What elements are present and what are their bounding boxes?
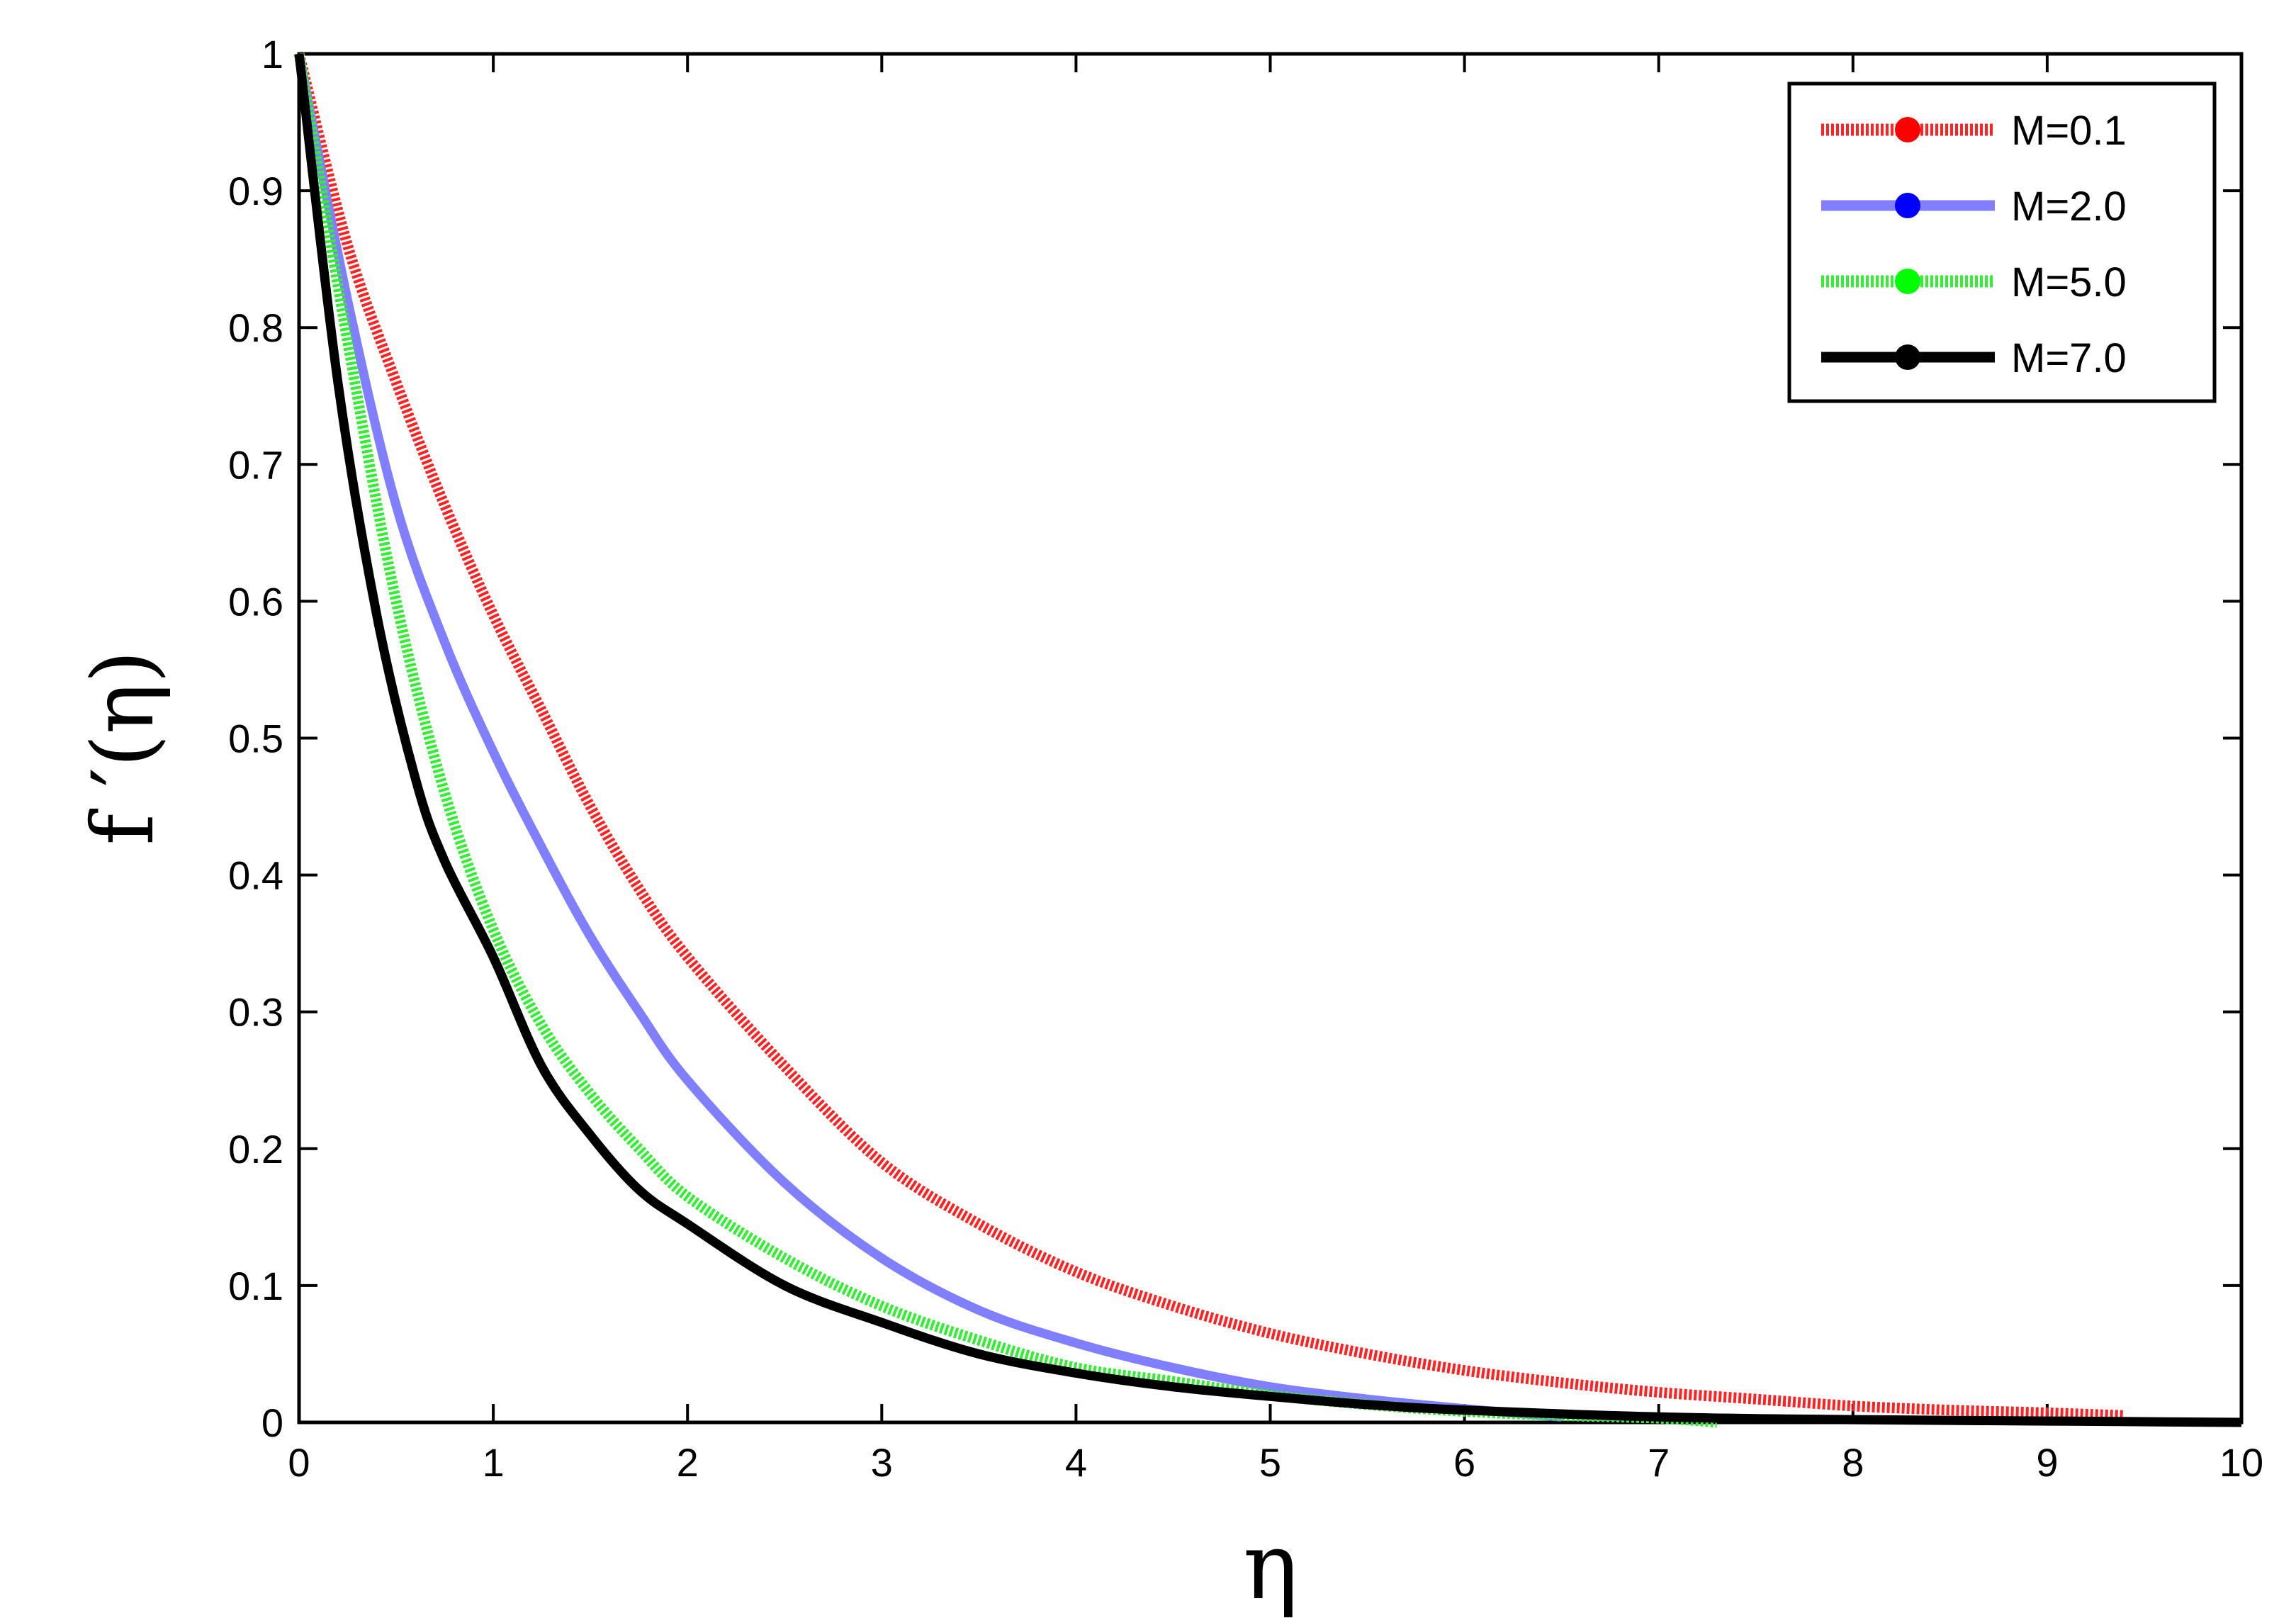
x-tick-label: 9	[2036, 1440, 2058, 1485]
series-line-2	[294, 52, 1563, 1422]
y-tick-label: 0.1	[228, 1264, 283, 1308]
legend-marker-4	[1895, 344, 1920, 370]
y-tick-label: 0.8	[228, 305, 283, 350]
x-tick-label: 0	[288, 1440, 310, 1485]
x-tick-label: 10	[2219, 1440, 2263, 1485]
tick-labels: 0 1 2 3 4 5 6 7 8 9 10 0 0.1 0.2 0.3 0.4 0.5 0.6 0.7 0.8 0.9…	[228, 32, 2263, 1485]
legend-label-2: M=2.0	[2011, 184, 2127, 230]
x-tick-label: 5	[1259, 1440, 1281, 1485]
x-tick-label: 4	[1065, 1440, 1087, 1485]
legend-label-3: M=5.0	[2011, 259, 2127, 305]
legend-label-4: M=7.0	[2011, 335, 2127, 381]
x-tick-label: 2	[677, 1440, 699, 1485]
y-axis-title: f ′(η)	[74, 650, 173, 845]
legend-label-1: M=0.1	[2011, 108, 2127, 154]
legend-box	[1787, 82, 2217, 403]
x-tick-label: 3	[871, 1440, 893, 1485]
y-tick-label: 0.4	[228, 853, 283, 898]
legend-items: M=0.1 M=2.0 M=5.0 M=7.0	[1821, 108, 2127, 381]
legend-marker-2	[1895, 193, 1920, 218]
legend-marker-1	[1895, 117, 1920, 142]
y-tick-label: 0.2	[228, 1127, 283, 1172]
y-tick-label: 0.9	[228, 169, 283, 213]
legend-marker-3	[1895, 269, 1920, 294]
series-layer	[293, 52, 2242, 1428]
plot-area	[293, 52, 2244, 1428]
series-line-3	[293, 52, 1718, 1428]
y-axis-title-group: f ′(η)	[74, 650, 173, 845]
y-tick-label: 1	[261, 32, 283, 77]
y-tick-label: 0.7	[228, 442, 283, 487]
series-line-4	[294, 53, 2242, 1427]
y-tick-label: 0	[261, 1400, 283, 1445]
y-tick-label: 0.5	[228, 717, 283, 761]
y-tick-label: 0.6	[228, 579, 283, 624]
x-tick-label: 7	[1648, 1440, 1670, 1485]
x-tick-label: 8	[1842, 1440, 1864, 1485]
x-tick-label: 1	[483, 1440, 505, 1485]
y-tick-label: 0.3	[228, 990, 283, 1035]
legend: M=0.1 M=2.0 M=5.0 M=7.0	[1787, 82, 2217, 403]
x-tick-label: 6	[1453, 1440, 1475, 1485]
x-axis-title: η	[1243, 1512, 1298, 1618]
